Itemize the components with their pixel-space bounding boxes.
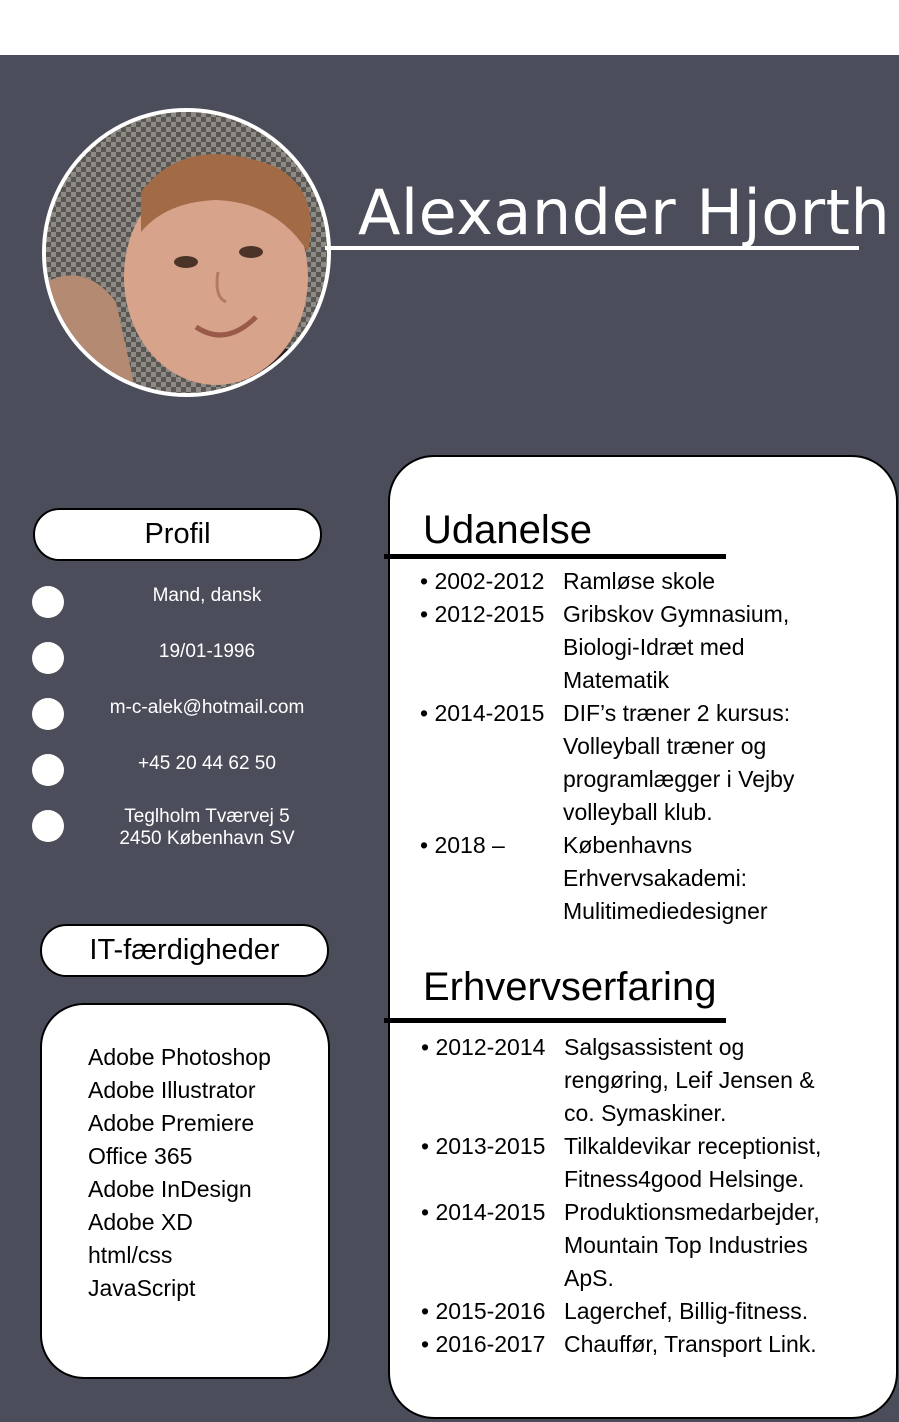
skill-item: JavaScript (88, 1275, 196, 1301)
experience-entry: • 2016-2017 Chauffør, Transport Link. (421, 1328, 861, 1361)
entry-year: • 2002-2012 (420, 568, 545, 594)
bullet-circle-icon (32, 586, 64, 618)
entry-description: Gribskov Gymnasium, Biologi-Idræt med Ma… (563, 601, 790, 693)
it-skills-box: Adobe Photoshop Adobe Illustrator Adobe … (40, 1003, 330, 1379)
profile-item-phone: +45 20 44 62 50 (32, 753, 332, 787)
profile-item-email: m-c-alek@hotmail.com (32, 697, 332, 731)
bullet-circle-icon (32, 810, 64, 842)
candidate-name: Alexander Hjorth (358, 176, 891, 249)
entry-year: • 2013-2015 (421, 1133, 546, 1159)
it-skills-list: Adobe Photoshop Adobe Illustrator Adobe … (88, 1041, 271, 1305)
profile-heading: Profil (33, 508, 322, 561)
entry-description: Ramløse skole (563, 568, 716, 594)
skill-item: Adobe Premiere (88, 1110, 255, 1136)
education-entry: • 2012-2015 Gribskov Gymnasium, Biologi-… (420, 598, 860, 697)
bullet-circle-icon (32, 754, 64, 786)
profile-item-text: m-c-alek@hotmail.com (109, 697, 305, 718)
skill-item: Adobe Photoshop (88, 1044, 271, 1070)
profile-item-address: Teglholm Tværvej 5 2450 København SV (32, 806, 332, 854)
entry-year: • 2015-2016 (421, 1298, 546, 1324)
skill-item: Adobe XD (88, 1209, 193, 1235)
skill-item: html/css (88, 1242, 173, 1268)
profile-item-text: Teglholm Tværvej 5 2450 København SV (119, 806, 295, 849)
entry-description: Tilkaldevikar receptionist, Fitness4good… (564, 1133, 822, 1192)
entry-description: Lagerchef, Billig-fitness. (564, 1298, 809, 1324)
bullet-circle-icon (32, 698, 64, 730)
entry-year: • 2018 – (420, 832, 505, 858)
profile-item-gender: Mand, dansk (32, 585, 332, 619)
entry-description: Københavns Erhvervsakademi: Mulitimedied… (563, 832, 768, 924)
experience-heading: Erhvervserfaring (423, 965, 717, 1009)
name-underline (325, 246, 859, 250)
profile-item-text: +45 20 44 62 50 (138, 753, 276, 774)
profile-item-text: 19/01-1996 (158, 641, 256, 662)
skill-item: Office 365 (88, 1143, 193, 1169)
experience-list: • 2012-2014 Salgsassistent og rengøring,… (421, 1031, 861, 1361)
content-card (388, 455, 898, 1419)
skill-item: Adobe Illustrator (88, 1077, 256, 1103)
education-heading: Udanelse (423, 508, 593, 552)
profile-item-birthdate: 19/01-1996 (32, 641, 332, 675)
entry-description: Salgsassistent og rengøring, Leif Jensen… (564, 1034, 815, 1126)
entry-description: Chauffør, Transport Link. (564, 1331, 817, 1357)
entry-description: DIF’s træner 2 kursus: Volleyball træner… (563, 700, 795, 825)
entry-year: • 2014-2015 (420, 700, 545, 726)
it-skills-heading: IT-færdigheder (40, 924, 329, 977)
experience-entry: • 2012-2014 Salgsassistent og rengøring,… (421, 1031, 861, 1130)
education-list: • 2002-2012 Ramløse skole • 2012-2015 Gr… (420, 565, 860, 928)
experience-entry: • 2013-2015 Tilkaldevikar receptionist, … (421, 1130, 861, 1196)
entry-year: • 2012-2015 (420, 601, 545, 627)
education-entry: • 2014-2015 DIF’s træner 2 kursus: Volle… (420, 697, 860, 829)
avatar (42, 108, 331, 397)
entry-description: Produktionsmedarbejder, Mountain Top Ind… (564, 1199, 820, 1291)
entry-year: • 2012-2014 (421, 1034, 546, 1060)
skill-item: Adobe InDesign (88, 1176, 252, 1202)
entry-year: • 2014-2015 (421, 1199, 546, 1225)
experience-entry: • 2014-2015 Produktionsmedarbejder, Moun… (421, 1196, 861, 1295)
entry-year: • 2016-2017 (421, 1331, 546, 1357)
experience-rule (384, 1018, 726, 1023)
portrait-photo (46, 112, 327, 393)
bullet-circle-icon (32, 642, 64, 674)
education-entry: • 2002-2012 Ramløse skole (420, 565, 860, 598)
profile-item-text: Mand, dansk (152, 585, 262, 606)
education-rule (384, 554, 726, 559)
education-entry: • 2018 – Københavns Erhvervsakademi: Mul… (420, 829, 860, 928)
experience-entry: • 2015-2016 Lagerchef, Billig-fitness. (421, 1295, 861, 1328)
